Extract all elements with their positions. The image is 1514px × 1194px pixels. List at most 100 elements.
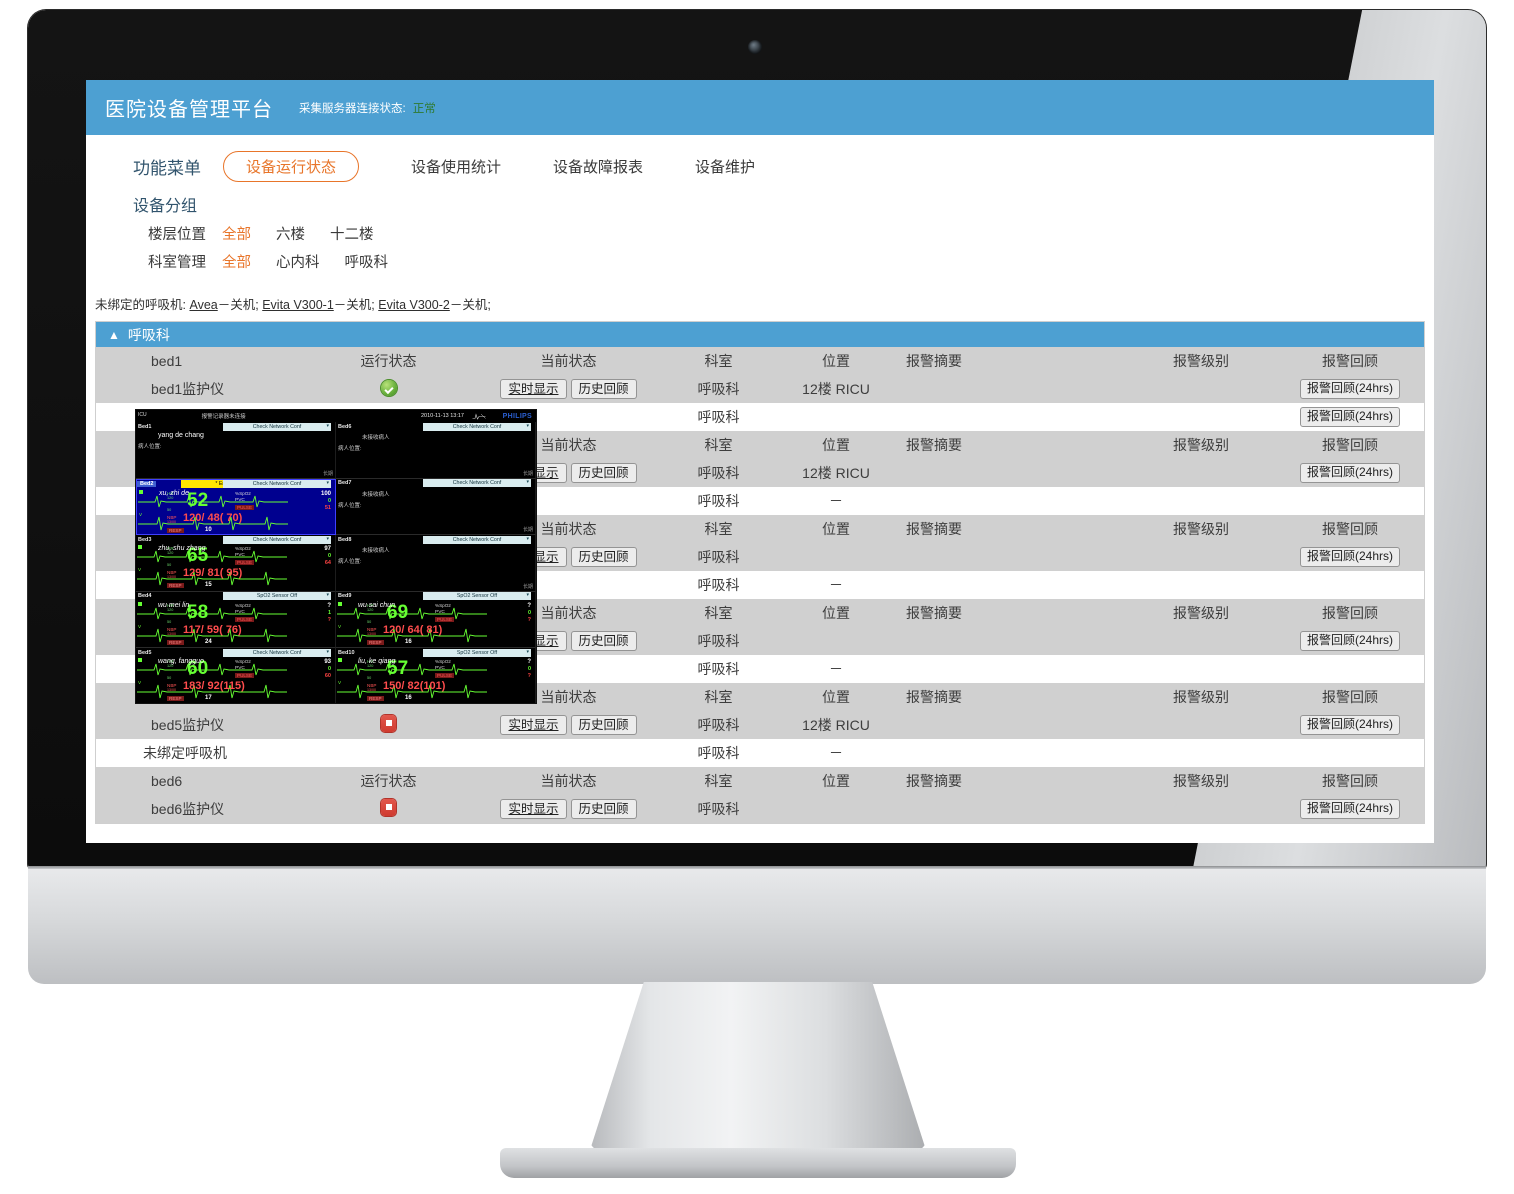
realtime-display-button[interactable]: 实时显示 [500, 378, 567, 400]
philips-bed-cell[interactable]: Bed4 SpO2 Sensor Off V wu mei lin HR 120… [136, 591, 336, 649]
philips-bed-header: Bed6 Check Network Conf [336, 422, 535, 431]
philips-bed-label: Bed3 [138, 536, 152, 543]
tab-device-usage-stats[interactable]: 设备使用统计 [411, 159, 502, 176]
philips-bed-cell[interactable]: Bed7 Check Network Conf 未接收病人 病人位置: 长期 [336, 478, 536, 536]
filter-department-option-all[interactable]: 全部 [222, 255, 251, 271]
header-dept: 科室 [704, 521, 733, 537]
hr-high-limit: 120 [367, 664, 374, 669]
header-location: 位置 [822, 689, 850, 705]
philips-config-dropdown[interactable]: Check Network Conf [223, 648, 331, 657]
philips-config-dropdown[interactable]: SpO2 Sensor Off [423, 648, 531, 657]
alarm-review-24hrs-button[interactable]: 报警回顾(24hrs) [1299, 799, 1400, 819]
filter-floor-option-12f[interactable]: 十二楼 [330, 227, 374, 243]
resp-label: RESP [167, 639, 184, 645]
philips-bed-cell[interactable]: Bed1 Check Network Conf yang de chang 病人… [136, 422, 336, 479]
lead-v-label: V [138, 567, 142, 573]
resp-value: 16 [405, 638, 412, 645]
hr-high-limit: 120 [167, 664, 174, 669]
filter-floor-option-all[interactable]: 全部 [222, 227, 251, 243]
header-alarm-review: 报警回顾 [1322, 773, 1378, 789]
filter-floor-option-6f[interactable]: 六楼 [276, 227, 305, 243]
filter-department-option-respiratory[interactable]: 呼吸科 [344, 255, 389, 271]
philips-bed-cell[interactable]: Bed9 SpO2 Sensor Off V wu sai chun HR 12… [336, 591, 536, 649]
function-menu: 功能菜单 设备运行状态 设备使用统计 设备故障报表 设备维护 [86, 135, 1434, 182]
nbp-range: 13/00 [367, 631, 376, 636]
header-alarm-summary: 报警摘要 [906, 605, 962, 621]
vent-alarm-level-cell [1126, 571, 1276, 599]
tab-device-run-status[interactable]: 设备运行状态 [223, 151, 360, 182]
philips-bed-cell[interactable]: Bed8 Check Network Conf 未接收病人 病人位置: 长期 [336, 535, 536, 592]
pulse-value: 51 [324, 504, 331, 511]
table-header-row: bed6 运行状态 当前状态 科室 位置 报警摘要 报警级别 报警回顾 [96, 767, 1424, 795]
history-review-button[interactable]: 历史回顾 [570, 630, 637, 652]
realtime-display-button[interactable]: 实时显示 [500, 714, 567, 736]
pvc-value: 0 [327, 666, 331, 673]
filter-department-option-cardiology[interactable]: 心内科 [276, 255, 320, 271]
history-review-button[interactable]: 历史回顾 [570, 462, 637, 484]
history-review-button[interactable]: 历史回顾 [570, 714, 637, 736]
philips-bed-label: Bed1 [138, 423, 152, 430]
vent-alarm-review-cell [1276, 487, 1424, 515]
philips-bed-cell[interactable]: Bed3 Check Network Conf V zhu, shu zhang… [136, 535, 336, 592]
chevron-up-icon[interactable]: ▲ [108, 327, 120, 342]
unbound-device-link-avea[interactable]: Avea [189, 298, 218, 312]
monitor-chin [28, 866, 1486, 984]
unbound-device-link-evita-v300-2[interactable]: Evita V300-2 [378, 298, 450, 312]
alarm-level-cell [1126, 627, 1276, 655]
webcam-icon [748, 40, 762, 54]
philips-vitals-panel: HR 120 50 58 %SpO2 ? PVC 1 PULSE ? NBP 1… [165, 602, 333, 648]
hr-label: HR [367, 659, 374, 665]
header-current-status: 当前状态 [540, 689, 597, 705]
history-review-button[interactable]: 历史回顾 [570, 378, 637, 400]
history-review-button[interactable]: 历史回顾 [570, 546, 637, 568]
server-status-label: 采集服务器连接状态: [299, 102, 406, 115]
dept-cell: 呼吸科 [697, 801, 740, 817]
philips-config-dropdown[interactable]: SpO2 Sensor Off [423, 592, 531, 601]
alarm-review-24hrs-button[interactable]: 报警回顾(24hrs) [1299, 715, 1400, 735]
philips-bed-cell[interactable]: Bed10 SpO2 Sensor Off V liu, ke qiang HR… [336, 648, 536, 703]
philips-bed-cell[interactable]: Bed6 Check Network Conf 未接收病人 病人位置: 长期 [336, 422, 536, 479]
hr-label: HR [167, 602, 174, 608]
location-cell: 12楼 RICU [802, 465, 870, 481]
alarm-review-24hrs-button[interactable]: 报警回顾(24hrs) [1299, 407, 1400, 427]
alarm-review-24hrs-button[interactable]: 报警回顾(24hrs) [1299, 379, 1400, 399]
tab-device-fault-report[interactable]: 设备故障报表 [553, 159, 644, 176]
philips-patient-name: wu sai chun [358, 601, 395, 609]
philips-config-dropdown[interactable]: Check Network Conf [423, 479, 531, 488]
alarm-review-24hrs-button[interactable]: 报警回顾(24hrs) [1299, 631, 1400, 651]
alarm-review-24hrs-button[interactable]: 报警回顾(24hrs) [1299, 547, 1400, 567]
philips-bed-cell[interactable]: Bed5 Check Network Conf V wang, fangguo … [136, 648, 336, 703]
tab-device-maintenance[interactable]: 设备维护 [695, 159, 756, 176]
nbp-value: 150/ 82(101) [383, 680, 446, 693]
philips-config-dropdown[interactable]: Check Network Conf [223, 535, 331, 544]
unbound-device-state-avea: －关机; [217, 298, 259, 312]
alarm-review-cell: 报警回顾(24hrs) [1276, 711, 1424, 739]
pvc-value: 0 [327, 497, 331, 504]
alarm-review-24hrs-button[interactable]: 报警回顾(24hrs) [1299, 463, 1400, 483]
alarm-review-cell: 报警回顾(24hrs) [1276, 543, 1424, 571]
philips-config-dropdown[interactable]: SpO2 Sensor Off [223, 592, 331, 601]
philips-bed-label: Bed5 [138, 649, 152, 656]
lead-marker-icon [138, 601, 142, 606]
vent-alarm-level-cell [1126, 739, 1276, 767]
philips-config-dropdown[interactable]: Check Network Conf [423, 535, 531, 544]
realtime-display-button[interactable]: 实时显示 [500, 798, 567, 820]
philips-unit-label: ICU [138, 412, 147, 419]
philips-monitor-overlay[interactable]: ICU 报警记录器未连接 2010-11-13 13:17 PHILIPS Be… [135, 409, 537, 704]
hr-label: HR [167, 546, 174, 552]
history-review-button[interactable]: 历史回顾 [570, 798, 637, 820]
department-collapse-bar[interactable]: ▲ 呼吸科 [96, 322, 1424, 347]
philips-config-dropdown[interactable]: Check Network Conf [223, 422, 331, 431]
header-alarm-summary: 报警摘要 [906, 437, 962, 453]
monitor-stand-neck [590, 982, 926, 1150]
header-current-status: 当前状态 [540, 521, 597, 537]
pvc-label: PVC [235, 609, 245, 615]
unbound-device-link-evita-v300-1[interactable]: Evita V300-1 [262, 298, 334, 312]
philips-config-dropdown[interactable]: Check Network Conf [223, 480, 331, 489]
alarm-review-cell: 报警回顾(24hrs) [1276, 795, 1424, 823]
dept-cell: 呼吸科 [697, 549, 740, 565]
philips-config-dropdown[interactable]: Check Network Conf [423, 422, 531, 431]
philips-bed-cell[interactable]: Bed2 * End Irregular HR Check Network Co… [136, 478, 336, 536]
dept-cell: 呼吸科 [697, 465, 740, 481]
